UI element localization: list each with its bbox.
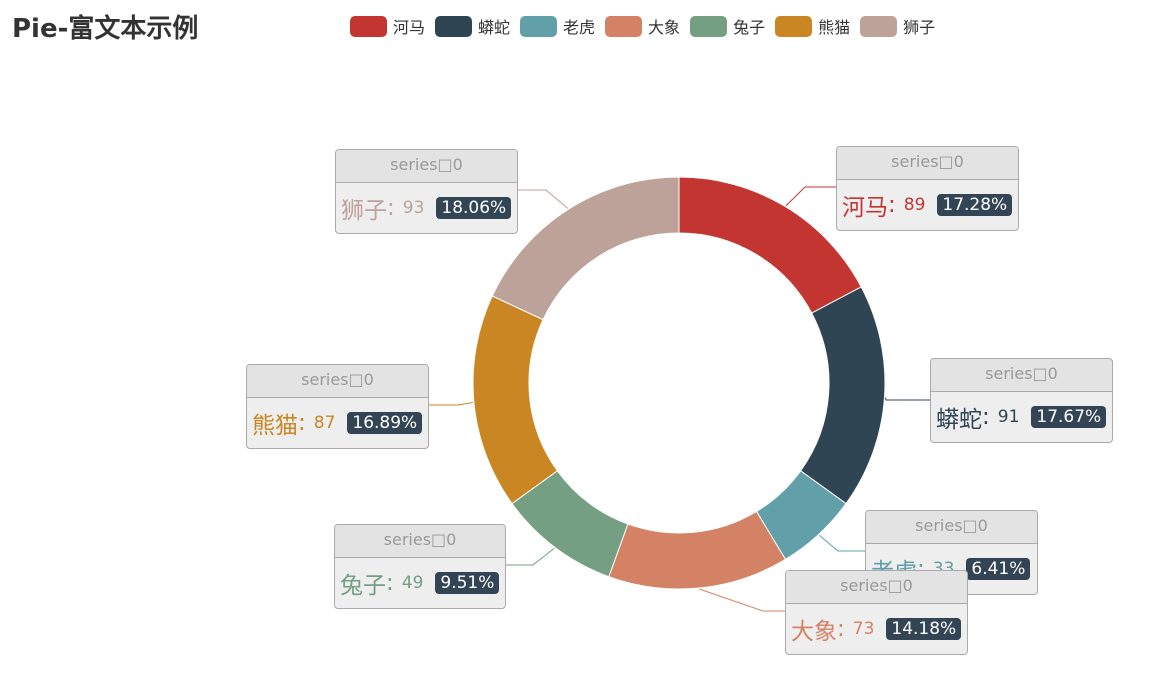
- label-percent: 18.06%: [436, 197, 512, 219]
- legend-swatch: [860, 15, 898, 37]
- label-category-name: 兔子: [340, 573, 386, 599]
- label-category-name: 蟒蛇: [936, 407, 982, 433]
- slice-label-6: series□0 狮子:93 18.06%: [335, 149, 518, 234]
- leader-line-0: [785, 186, 836, 207]
- label-series-name: series□0: [931, 359, 1112, 392]
- legend-item-5[interactable]: 熊猫: [775, 14, 850, 38]
- pie-slice-1[interactable]: [799, 286, 886, 505]
- label-value: 49: [401, 573, 424, 593]
- label-value: 73: [852, 619, 875, 639]
- legend-swatch: [435, 15, 473, 37]
- label-body: 熊猫:87 16.89%: [247, 398, 428, 448]
- legend-label: 熊猫: [818, 18, 851, 37]
- legend-swatch: [775, 15, 813, 37]
- legend-label: 狮子: [903, 18, 936, 37]
- label-body: 蟒蛇:91 17.67%: [931, 392, 1112, 442]
- label-percent: 14.18%: [886, 618, 962, 640]
- label-body: 大象:73 14.18%: [786, 604, 967, 654]
- label-series-name: series□0: [866, 511, 1037, 544]
- legend-label: 河马: [393, 18, 426, 37]
- label-colon: :: [917, 556, 925, 582]
- legend-item-2[interactable]: 老虎: [520, 14, 595, 38]
- legend-swatch: [350, 15, 387, 37]
- label-value: 93: [402, 198, 425, 218]
- label-colon: :: [888, 192, 896, 218]
- label-category-name: 狮子: [341, 198, 387, 224]
- label-series-name: series□0: [786, 571, 967, 604]
- label-value: 89: [903, 195, 926, 215]
- label-colon: :: [982, 404, 990, 430]
- label-series-name: series□0: [335, 525, 505, 558]
- label-body: 狮子:93 18.06%: [336, 183, 517, 233]
- legend-label: 蟒蛇: [478, 18, 511, 37]
- label-body: 河马:89 17.28%: [837, 180, 1018, 230]
- leader-line-1: [885, 397, 930, 401]
- label-percent: 17.28%: [937, 194, 1013, 216]
- label-percent: 16.89%: [347, 412, 423, 434]
- label-value: 87: [313, 413, 336, 433]
- legend: 河马 蟒蛇 老虎 大象 兔子 熊猫 狮子: [350, 13, 945, 39]
- label-category-name: 大象: [791, 619, 837, 645]
- slice-label-4: series□0 兔子:49 9.51%: [334, 524, 506, 609]
- label-category-name: 熊猫: [252, 413, 298, 439]
- chart-title: Pie-富文本示例: [12, 14, 199, 44]
- slice-label-5: series□0 熊猫:87 16.89%: [246, 364, 429, 449]
- leader-line-4: [506, 547, 555, 566]
- leader-line-3: [699, 588, 785, 612]
- slice-label-0: series□0 河马:89 17.28%: [836, 146, 1019, 231]
- label-colon: :: [386, 570, 394, 596]
- legend-swatch: [520, 15, 558, 37]
- label-percent: 17.67%: [1031, 406, 1107, 428]
- label-colon: :: [387, 195, 395, 221]
- legend-item-3[interactable]: 大象: [605, 14, 680, 38]
- legend-item-1[interactable]: 蟒蛇: [435, 14, 510, 38]
- slice-label-3: series□0 大象:73 14.18%: [785, 570, 968, 655]
- legend-swatch: [690, 15, 728, 37]
- pie-slice-5[interactable]: [472, 295, 559, 505]
- label-body: 兔子:49 9.51%: [335, 558, 505, 608]
- label-category-name: 河马: [842, 195, 888, 221]
- leader-line-2: [818, 534, 865, 552]
- legend-label: 大象: [648, 18, 681, 37]
- label-series-name: series□0: [247, 365, 428, 398]
- label-colon: :: [837, 616, 845, 642]
- legend-swatch: [605, 15, 643, 37]
- legend-label: 兔子: [733, 18, 766, 37]
- pie-slice-0[interactable]: [678, 176, 862, 314]
- label-percent: 6.41%: [966, 558, 1031, 580]
- pie-slice-6[interactable]: [491, 176, 680, 321]
- label-series-name: series□0: [837, 147, 1018, 180]
- leader-line-6: [518, 189, 569, 209]
- legend-item-6[interactable]: 狮子: [860, 14, 935, 38]
- legend-item-0[interactable]: 河马: [350, 14, 425, 38]
- legend-item-4[interactable]: 兔子: [690, 14, 765, 38]
- label-colon: :: [298, 410, 306, 436]
- label-percent: 9.51%: [435, 572, 500, 594]
- pie-slice-3[interactable]: [608, 510, 787, 590]
- label-series-name: series□0: [336, 150, 517, 183]
- slice-label-1: series□0 蟒蛇:91 17.67%: [930, 358, 1113, 443]
- label-value: 91: [997, 407, 1020, 427]
- leader-line-5: [429, 402, 474, 406]
- legend-label: 老虎: [563, 18, 596, 37]
